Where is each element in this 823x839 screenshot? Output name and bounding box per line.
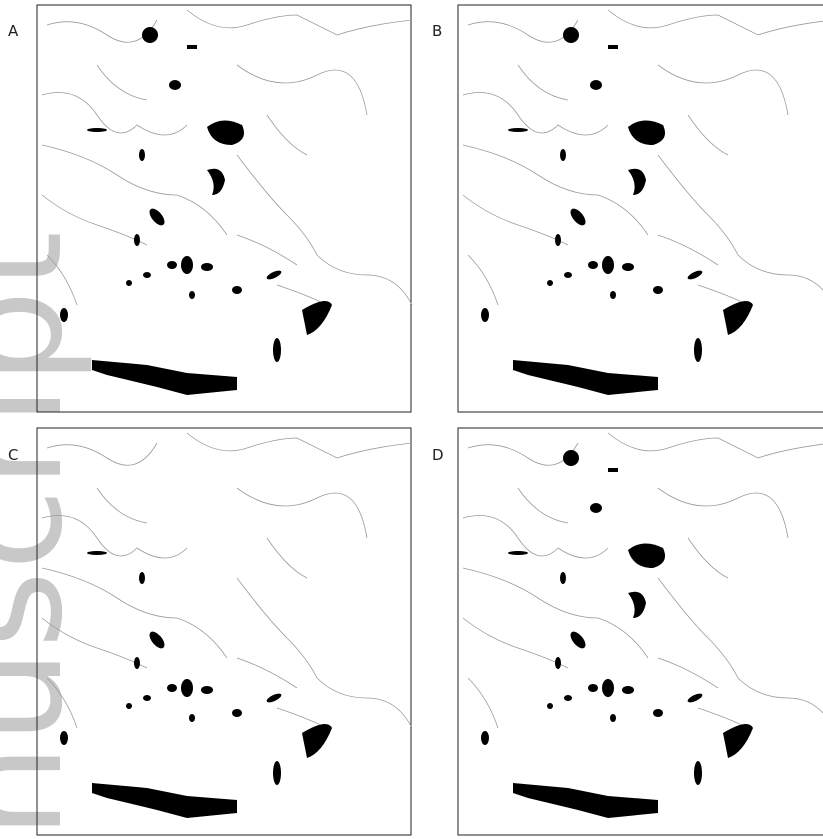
panel-label: C	[8, 446, 18, 464]
panel-label: B	[432, 22, 442, 40]
map-panel	[458, 5, 823, 412]
panel-label: A	[8, 22, 19, 40]
figure: nuscript A B C D	[0, 0, 823, 839]
watermark: nuscript	[0, 231, 96, 839]
figure-svg: nuscript A B C D	[0, 0, 823, 839]
map-panel	[458, 428, 823, 835]
panel-label: D	[432, 446, 444, 464]
